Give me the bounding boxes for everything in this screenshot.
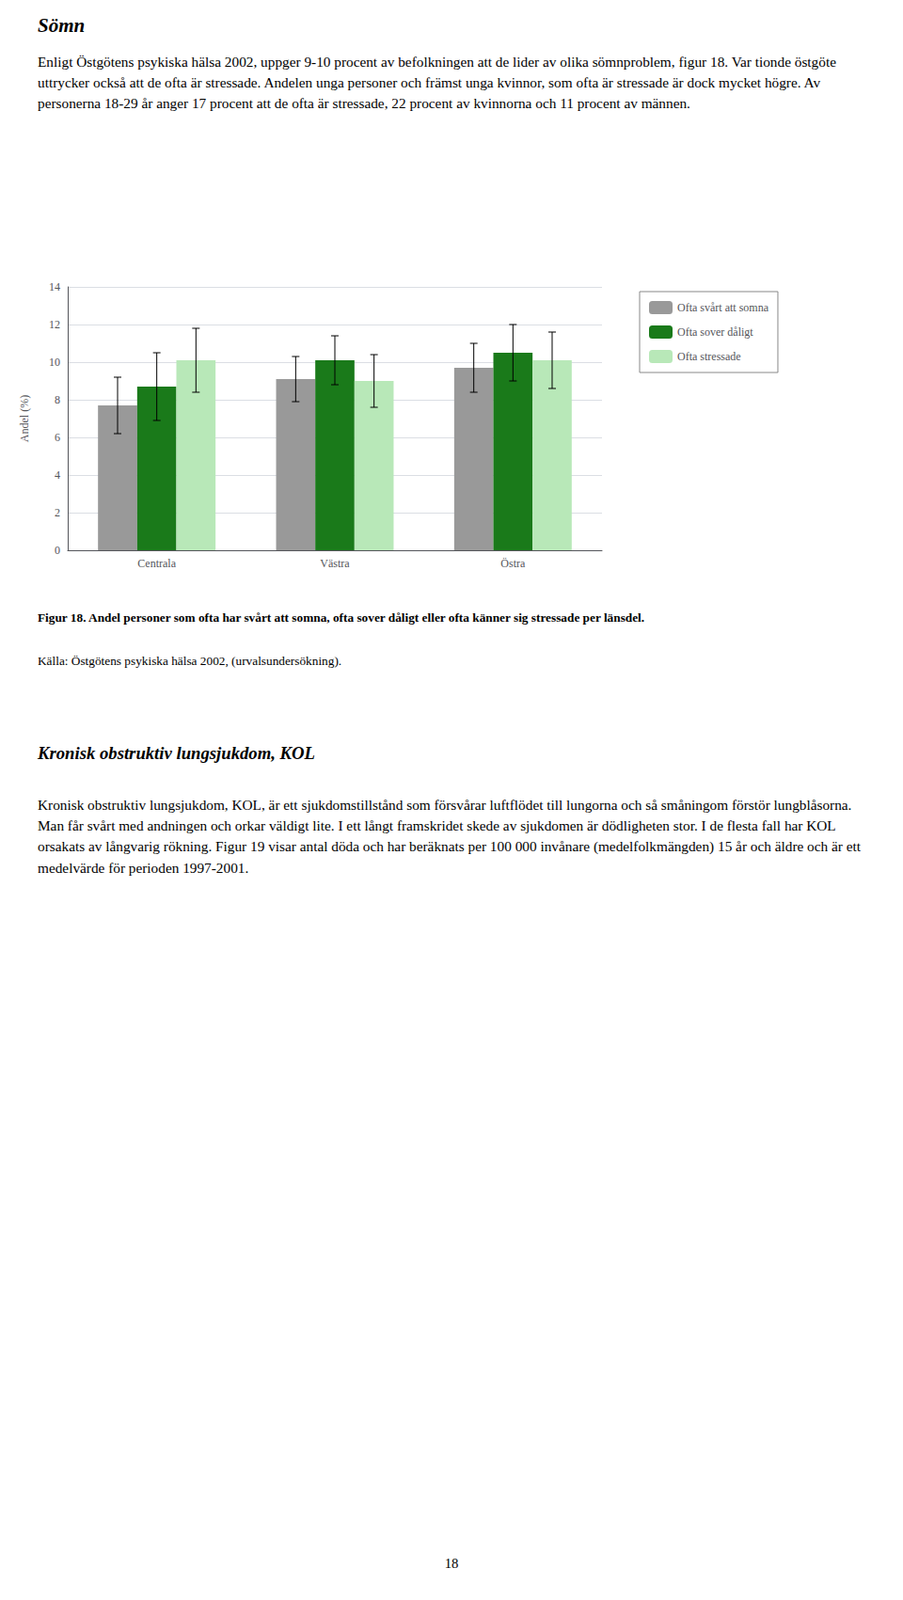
html-text:Kronisk obstruktiv lungsjukdom: Kronisk obstruktiv lungsjukdom, KOL xyxy=(37,743,316,763)
svg-text:Ofta svårt att somna: Ofta svårt att somna xyxy=(677,301,770,315)
html-text:18: 18 xyxy=(444,1555,459,1571)
svg-text:Ofta sover dåligt: Ofta sover dåligt xyxy=(677,325,754,339)
svg-text:Andel (%): Andel (%) xyxy=(17,395,32,443)
svg-text:2: 2 xyxy=(54,506,61,520)
html-text:Källa: Östgötens psykiska häls: Källa: Östgötens psykiska hälsa 2002, (u… xyxy=(37,653,342,668)
svg-text:Centrala: Centrala xyxy=(137,556,176,571)
html-text:Figur 18. Andel personer som o: Figur 18. Andel personer som ofta har sv… xyxy=(37,610,645,625)
svg-text:8: 8 xyxy=(54,393,61,407)
svg-text:12: 12 xyxy=(48,317,61,332)
html-text:Enligt Östgötens psykiska häls: Enligt Östgötens psykiska hälsa 2002, up… xyxy=(37,53,837,112)
svg-text:Ofta stressade: Ofta stressade xyxy=(677,349,742,364)
svg-text:6: 6 xyxy=(54,430,61,444)
svg-text:Östra: Östra xyxy=(500,556,526,571)
svg-text:14: 14 xyxy=(48,280,61,294)
svg-text:10: 10 xyxy=(48,355,61,369)
html-text:Kronisk obstruktiv lungsjukdom: Kronisk obstruktiv lungsjukdom, KOL, är … xyxy=(37,796,861,876)
html-text:Sömn: Sömn xyxy=(37,14,85,37)
svg-text:0: 0 xyxy=(54,543,61,557)
svg-text:4: 4 xyxy=(54,468,61,482)
svg-text:Västra: Västra xyxy=(319,556,350,571)
